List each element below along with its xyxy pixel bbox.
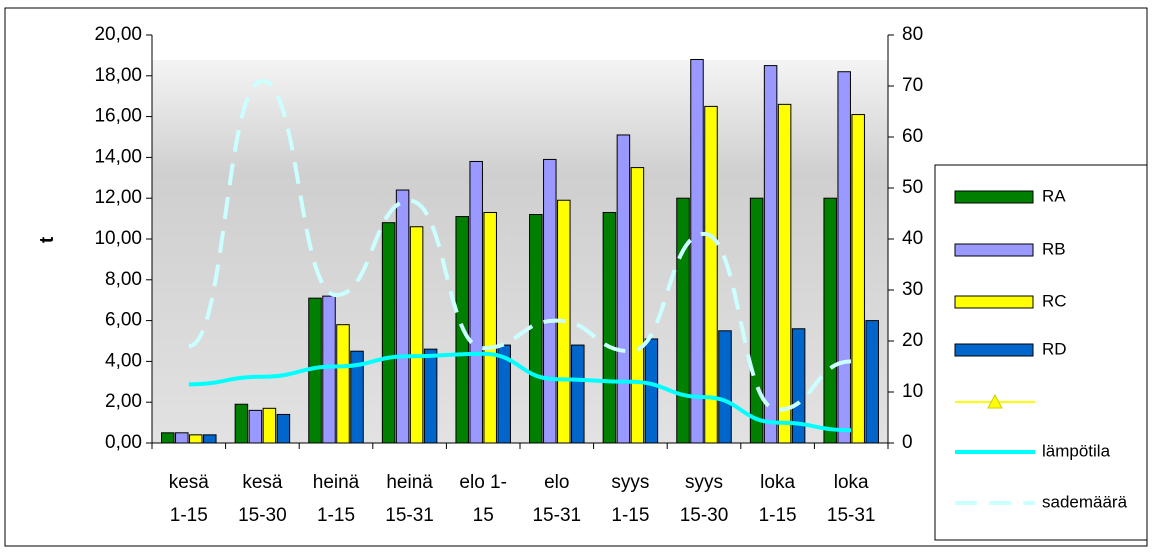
x-tick-label: loka (834, 472, 869, 493)
legend-swatch (955, 296, 1033, 308)
y-tick-label: 6,00 (105, 310, 142, 331)
bar (396, 190, 409, 443)
x-tick-label: 1-15 (759, 505, 797, 526)
x-tick-label: elo 1- (459, 472, 507, 493)
bar (645, 339, 658, 443)
x-tick-label: 1-15 (170, 505, 208, 526)
x-tick-label: 1-15 (317, 505, 355, 526)
y2-tick-label: 20 (902, 330, 923, 351)
y-tick-label: 12,00 (94, 187, 142, 208)
legend-label: sademäärä (1042, 492, 1128, 511)
y-tick-label: 14,00 (94, 146, 142, 167)
y-tick-label: 20,00 (94, 24, 142, 45)
x-tick-label: kesä (242, 472, 283, 493)
y-tick-label: 4,00 (105, 350, 142, 371)
y2-tick-label: 40 (902, 228, 923, 249)
x-tick-label: 15-31 (827, 505, 876, 526)
y-axis-label: t (37, 236, 58, 243)
y2-tick-label: 50 (902, 177, 923, 198)
legend-label: RC (1042, 291, 1067, 310)
x-tick-label: syys (611, 472, 649, 493)
legend-swatch (955, 344, 1033, 356)
y-tick-label: 10,00 (94, 228, 142, 249)
y2-tick-label: 0 (902, 432, 913, 453)
bar (691, 59, 704, 443)
bar (852, 115, 865, 443)
bar (484, 212, 497, 443)
bar (719, 331, 732, 443)
x-tick-label: 15 (473, 505, 494, 526)
bar (603, 212, 616, 443)
x-tick-label: 15-31 (532, 505, 581, 526)
legend-label: RA (1042, 186, 1066, 205)
bar (764, 66, 777, 443)
y-tick-label: 8,00 (105, 269, 142, 290)
x-tick-label: 15-31 (385, 505, 434, 526)
bar (572, 345, 585, 443)
bar (617, 135, 630, 443)
bar (750, 198, 763, 443)
y-tick-label: 0,00 (105, 432, 142, 453)
y2-tick-label: 60 (902, 126, 923, 147)
bar (410, 227, 423, 443)
legend-swatch (955, 244, 1033, 256)
bar (544, 159, 557, 443)
y-tick-label: 16,00 (94, 106, 142, 127)
bar (677, 198, 690, 443)
bar (631, 168, 644, 443)
bar (176, 433, 189, 443)
bar (824, 198, 837, 443)
bar (470, 161, 483, 443)
x-tick-label: heinä (386, 472, 433, 493)
bar (705, 106, 718, 443)
bar (424, 349, 437, 443)
legend-label: lämpötila (1042, 441, 1111, 460)
y-tick-label: 18,00 (94, 65, 142, 86)
legend-swatch (955, 191, 1033, 203)
bar (249, 410, 262, 443)
bar (337, 325, 350, 443)
bar (838, 72, 851, 443)
bar (382, 223, 395, 443)
x-tick-label: 1-15 (611, 505, 649, 526)
x-tick-label: 15-30 (238, 505, 287, 526)
bar (235, 404, 248, 443)
chart: t 0,00 2,00 4,00 6,00 8,00 10,00 12,00 14,00 16,… (0, 0, 1153, 549)
y2-tick-label: 80 (902, 24, 923, 45)
legend-label: RD (1042, 339, 1067, 358)
x-tick-label: loka (760, 472, 795, 493)
plot-background (152, 60, 888, 443)
x-tick-label: kesä (169, 472, 210, 493)
bar (263, 408, 276, 443)
bar (778, 104, 791, 443)
legend-label: RB (1042, 239, 1066, 258)
x-tick-label: 15-30 (680, 505, 729, 526)
bar (277, 414, 290, 443)
y-tick-label: 2,00 (105, 391, 142, 412)
bar (323, 296, 336, 443)
x-tick-label: syys (685, 472, 723, 493)
bar (162, 433, 175, 443)
bar (204, 435, 217, 443)
bar (190, 435, 203, 443)
y2-tick-label: 10 (902, 381, 923, 402)
y2-tick-label: 70 (902, 75, 923, 96)
bar (866, 321, 879, 443)
x-tick-label: elo (544, 472, 569, 493)
x-tick-label: heinä (313, 472, 360, 493)
y2-tick-label: 30 (902, 279, 923, 300)
